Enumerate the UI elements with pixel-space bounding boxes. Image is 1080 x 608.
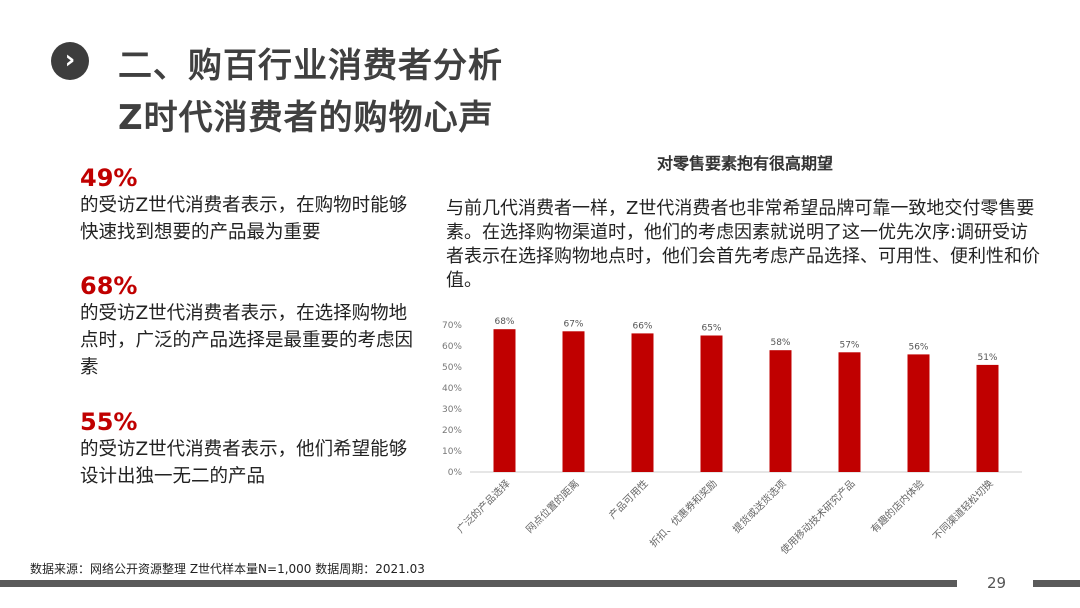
data-label: 51% — [977, 353, 997, 363]
y-tick-label: 40% — [442, 384, 462, 394]
chart-title: 对零售要素抱有很高期望 — [656, 154, 833, 173]
stat-value: 55% — [80, 408, 138, 436]
x-tick-label: 产品可用性 — [606, 477, 651, 522]
x-tick-label: 折扣、优惠券和奖励 — [647, 477, 720, 550]
stat-value: 68% — [80, 272, 138, 300]
data-label: 56% — [908, 342, 928, 352]
data-source: 数据来源：网络公开资源整理 Z世代样本量N=1,000 数据周期：2021.03 — [30, 562, 425, 576]
x-tick-label: 使用移动技术研究产品 — [778, 477, 858, 557]
bar — [907, 354, 930, 472]
y-tick-label: 20% — [442, 426, 462, 436]
footer-divider — [1033, 580, 1080, 587]
data-label: 58% — [770, 338, 790, 348]
bar — [493, 329, 516, 472]
bar — [562, 331, 585, 472]
data-label: 65% — [701, 324, 721, 334]
page-number: 29 — [987, 574, 1007, 592]
y-tick-label: 10% — [442, 447, 462, 457]
y-tick-label: 50% — [442, 363, 462, 373]
x-tick-label: 提货或送货选项 — [730, 477, 789, 536]
data-label: 67% — [563, 319, 583, 329]
x-tick-label: 不同渠道轻松切换 — [930, 477, 996, 543]
page-title: 二、购百行业消费者分析 — [118, 46, 503, 86]
y-tick-label: 0% — [448, 468, 463, 478]
data-label: 57% — [839, 340, 859, 350]
intro-paragraph: 与前几代消费者一样，Z世代消费者也非常希望品牌可靠一致地交付零售要素。在选择购物… — [446, 198, 1040, 291]
bar — [700, 335, 723, 472]
bar — [976, 364, 999, 472]
x-tick-label: 广泛的产品选择 — [454, 477, 513, 536]
footer-divider — [0, 580, 957, 587]
y-tick-label: 70% — [442, 321, 462, 331]
x-tick-label: 有趣的店内体验 — [868, 477, 927, 536]
stat-text: 的受访Z世代消费者表示，在选择购物地点时，广泛的产品选择是最重要的考虑因素 — [80, 303, 414, 378]
data-label: 66% — [632, 321, 652, 331]
page-subtitle: Z时代消费者的购物心声 — [118, 98, 494, 138]
x-tick-label: 网点位置的距离 — [523, 477, 582, 536]
stat-text: 的受访Z世代消费者表示，他们希望能够设计出独一无二的产品 — [80, 439, 408, 487]
bar — [769, 350, 792, 472]
data-label: 68% — [494, 317, 514, 327]
stat-value: 49% — [80, 164, 138, 192]
chevron-right-icon: › — [51, 42, 89, 80]
y-tick-label: 60% — [442, 342, 462, 352]
stat-text: 的受访Z世代消费者表示，在购物时能够快速找到想要的产品最为重要 — [80, 195, 408, 243]
bar — [838, 352, 861, 472]
bar — [631, 333, 654, 472]
y-tick-label: 30% — [442, 405, 462, 415]
